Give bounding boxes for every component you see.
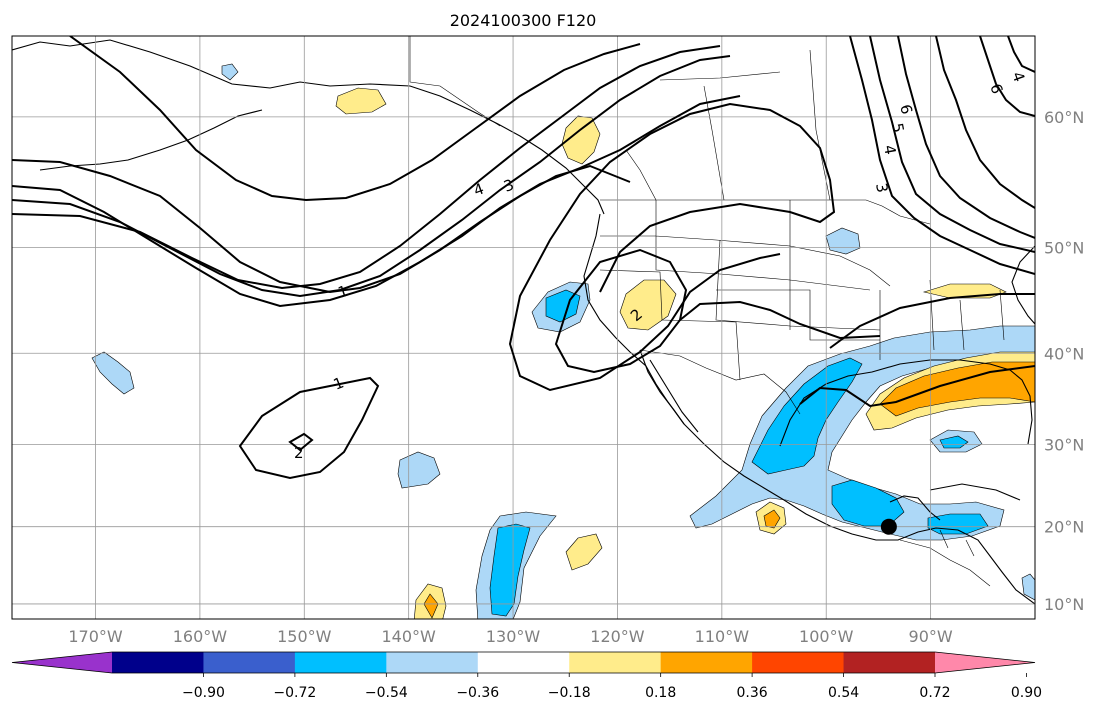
longitude-tick-label: 160°W [173,627,228,646]
longitude-tick-label: 90°W [909,627,953,646]
contour-line [288,432,314,452]
longitude-tick-label: 150°W [277,627,332,646]
colorbar-tick-label: −0.90 [182,685,225,701]
contour-line [69,36,641,202]
contour-label: 3 [872,182,891,195]
contour-line [12,45,721,290]
contour-label: 2 [294,444,304,462]
colorbar-tick-label: 0.54 [828,685,859,701]
colorbar-segment [112,652,204,673]
longitude-tick-label: 140°W [381,627,436,646]
latitude-tick-label: 60°N [1044,108,1084,127]
yucatan-coast [889,495,941,521]
colorbar-tick-label: 0.72 [919,685,950,701]
contour-label: 5 [888,122,907,135]
colorbar-extend-high [935,652,1035,673]
shade-negative-area [689,325,1035,541]
shade-positive-strong [879,361,1035,417]
contour-line [508,102,836,392]
longitude-tick-label: 120°W [590,627,645,646]
cuba-coast [929,483,1021,501]
longitude-labels: 170°W 160°W 150°W 140°W 130°W 120°W 110°W 100°W… [68,627,953,646]
shade-positive-area [565,533,603,571]
storm-center-marker [880,518,897,535]
contour-line [799,365,1035,408]
central-america-borders [899,529,991,587]
east-coast [1011,245,1035,325]
contour-line [869,36,1035,253]
latitude-tick-label: 20°N [1044,518,1084,537]
contour-line [12,95,741,308]
colorbar-extend-low [12,652,112,673]
colorbar-segment [477,652,570,673]
colorbar-segment [660,652,753,673]
contour-line [979,36,1035,117]
contour-line [679,300,881,340]
latitude-tick-label: 50°N [1044,239,1084,258]
shade-negative-strong [831,479,905,527]
contour-label: 4 [880,144,899,157]
colorbar-outline [11,651,1036,674]
latitude-tick-label: 10°N [1044,595,1084,614]
colorbar-segment [203,652,296,673]
us-state-lines [599,200,1005,381]
contour-line [897,36,1035,239]
colorbar-tick-label: −0.54 [365,685,408,701]
us-mexico-border [639,349,801,415]
shade-negative-area [221,63,239,81]
shade-negative-area [1021,573,1035,601]
border-layer [409,36,1005,587]
contour-line [554,248,688,374]
coastline-layer [12,39,1035,605]
gulf-coast [779,359,1033,447]
colorbar-tick-label: 0.36 [737,685,768,701]
alaska-coastline [12,39,605,215]
colorbar: −0.90 −0.72 −0.54 −0.36 −0.18 0.18 0.36 0.54 0.7… [11,651,1042,701]
map-frame-border [11,35,1036,620]
colorbar-segment [752,652,845,673]
longitude-tick-label: 100°W [799,627,854,646]
colorbar-tick-label: 0.18 [645,685,676,701]
colorbar-segment [294,652,387,673]
contour-label: 6 [896,102,916,116]
colorbar-segment [569,652,662,673]
latitude-labels: 60°N 50°N 40°N 30°N 20°N 10°N [1044,108,1084,614]
colorbar-tick-label: −0.72 [273,685,316,701]
shade-negative-strong [751,357,863,475]
longitude-tick-label: 170°W [68,627,123,646]
aleutian-chain [39,109,263,171]
shade-negative-strong [939,435,969,449]
latitude-tick-label: 40°N [1044,344,1084,363]
longitude-tick-label: 130°W [486,627,541,646]
contour-line [238,376,380,480]
colorbar-tick-label: 0.90 [1011,685,1042,701]
contour-line [849,36,1035,275]
longitude-tick-label: 110°W [695,627,750,646]
baja-peninsula [639,349,699,433]
chart-title: 2024100300 F120 [450,11,597,30]
latitude-tick-label: 30°N [1044,435,1084,454]
contour-layer [12,36,1035,480]
shade-positive-strong [763,509,781,529]
gridlines [12,36,1035,619]
contour-line [1007,36,1035,73]
west-coast [583,213,1035,605]
contour-line [935,36,1035,209]
colorbar-segment [843,652,936,673]
map-content: 1 1 2 2 3 4 3 4 5 6 6 4 [12,36,1035,619]
colorbar-tick-label: −0.36 [456,685,499,701]
colorbar-segment [386,652,479,673]
colorbar-tick-label: −0.18 [548,685,591,701]
canada-province-lines [625,49,831,201]
shade-negative-area [91,351,135,395]
contour-line [829,293,1035,349]
shade-positive-area [335,87,387,115]
